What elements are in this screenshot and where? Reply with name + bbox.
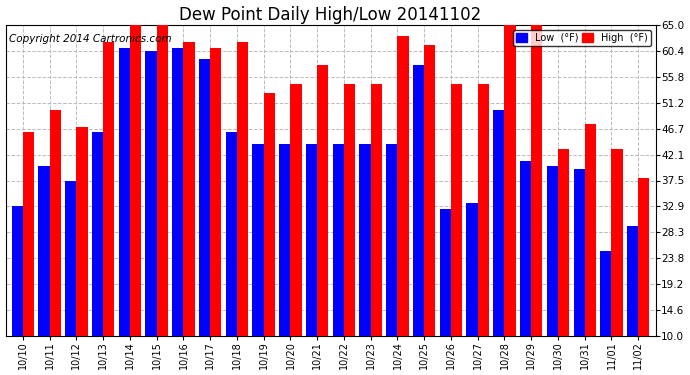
Bar <box>386 144 397 336</box>
Bar <box>477 84 489 336</box>
Bar <box>237 42 248 336</box>
Bar <box>157 0 168 336</box>
Bar <box>290 84 302 336</box>
Bar <box>172 48 184 336</box>
Bar <box>226 132 237 336</box>
Bar <box>546 166 558 336</box>
Bar <box>611 149 623 336</box>
Bar <box>12 206 23 336</box>
Bar <box>130 0 141 336</box>
Bar <box>520 161 531 336</box>
Bar <box>413 64 424 336</box>
Legend: Low  (°F), High  (°F): Low (°F), High (°F) <box>513 30 651 46</box>
Bar <box>451 84 462 336</box>
Text: Copyright 2014 Cartronics.com: Copyright 2014 Cartronics.com <box>9 34 171 44</box>
Bar <box>344 84 355 336</box>
Bar <box>146 51 157 336</box>
Bar <box>184 42 195 336</box>
Bar <box>66 180 77 336</box>
Bar <box>23 132 34 336</box>
Title: Dew Point Daily High/Low 20141102: Dew Point Daily High/Low 20141102 <box>179 6 482 24</box>
Bar <box>584 124 596 336</box>
Bar <box>504 0 515 336</box>
Bar <box>531 14 542 336</box>
Bar <box>104 42 115 336</box>
Bar <box>440 209 451 336</box>
Bar <box>50 110 61 336</box>
Bar <box>573 169 584 336</box>
Bar <box>279 144 290 336</box>
Bar <box>199 59 210 336</box>
Bar <box>638 178 649 336</box>
Bar <box>397 36 408 336</box>
Bar <box>92 132 104 336</box>
Bar <box>317 64 328 336</box>
Bar <box>466 203 477 336</box>
Bar <box>306 144 317 336</box>
Bar <box>627 226 638 336</box>
Bar <box>210 48 221 336</box>
Bar <box>264 93 275 336</box>
Bar <box>333 144 344 336</box>
Bar <box>493 110 504 336</box>
Bar <box>253 144 264 336</box>
Bar <box>600 251 611 336</box>
Bar <box>77 127 88 336</box>
Bar <box>424 45 435 336</box>
Bar <box>119 48 130 336</box>
Bar <box>39 166 50 336</box>
Bar <box>371 84 382 336</box>
Bar <box>558 149 569 336</box>
Bar <box>359 144 371 336</box>
